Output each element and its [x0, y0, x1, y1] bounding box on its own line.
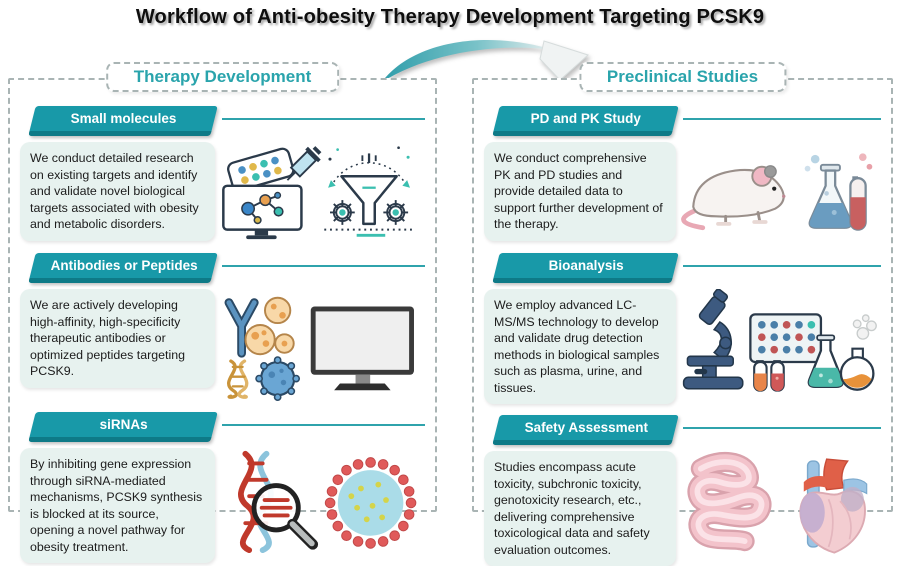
antibodies-peptides-banner: Antibodies or Peptides: [28, 252, 218, 283]
pd-pk-banner: PD and PK Study: [492, 105, 679, 136]
lipid-nanoparticle-icon: [324, 457, 417, 549]
banner-connector-line: [222, 117, 425, 120]
banner-label: Antibodies or Peptides: [50, 257, 198, 273]
banner-connector-line: [682, 426, 881, 429]
small-molecules-art: [215, 142, 425, 242]
banner-connector-line: [222, 264, 425, 267]
heart-icon: [799, 458, 868, 554]
small-molecules-text: We conduct detailed research on existing…: [20, 142, 215, 241]
section-sirnas: siRNAs By inhibiting gene expression thr…: [20, 410, 425, 563]
banner-connector-line: [682, 117, 881, 120]
microscope-icon: [682, 289, 744, 390]
intestine-icon: [687, 451, 772, 552]
pd-pk-art: [676, 142, 881, 242]
section-antibodies-peptides: Antibodies or Peptides We are actively d…: [20, 251, 425, 401]
therapy-development-panel: Therapy Development Small molecules We c…: [8, 62, 437, 563]
banner-label: PD and PK Study: [530, 110, 642, 126]
syringe-icon: [286, 146, 322, 181]
microplate-icon: [227, 147, 295, 192]
preclinical-studies-title: Preclinical Studies: [578, 62, 787, 92]
banner-connector-line: [222, 423, 425, 426]
monitor-icon: [310, 306, 414, 391]
safety-assessment-art: [676, 451, 881, 557]
screening-funnel-gears-icon: [324, 146, 414, 237]
bioanalysis-art: [676, 289, 881, 395]
antibody-icon: [224, 298, 259, 358]
section-pd-pk-study: PD and PK Study We conduct comprehensive…: [484, 104, 881, 242]
bioanalysis-banner: Bioanalysis: [492, 252, 679, 283]
virus-particle-icon: [255, 356, 301, 401]
banner-label: Bioanalysis: [548, 257, 624, 273]
banner-label: Safety Assessment: [524, 419, 648, 435]
sirnas-banner: siRNAs: [28, 411, 218, 442]
small-molecules-banner: Small molecules: [28, 105, 218, 136]
pd-pk-text: We conduct comprehensive PK and PD studi…: [484, 142, 676, 241]
safety-assessment-text: Studies encompass acute toxicity, subchr…: [484, 451, 676, 566]
preclinical-studies-panel: Preclinical Studies PD and PK Study We c…: [472, 62, 893, 566]
dna-strand-icon: [227, 359, 249, 399]
bioanalysis-text: We employ advanced LC-MS/MS technology t…: [484, 289, 676, 404]
banner-label: Small molecules: [70, 110, 177, 126]
molecule-monitor-icon: [222, 184, 303, 240]
sirnas-art: [215, 448, 425, 554]
page-title: Workflow of Anti-obesity Therapy Develop…: [135, 6, 765, 28]
well-plate-icon: [749, 313, 823, 364]
flask-and-test-tube-icon: [804, 153, 873, 231]
test-tubes-icon: [753, 360, 785, 392]
lab-mouse-icon: [681, 165, 786, 231]
banner-connector-line: [682, 264, 881, 267]
sirnas-text: By inhibiting gene expression through si…: [20, 448, 215, 563]
antibodies-peptides-art: [215, 289, 425, 401]
safety-assessment-banner: Safety Assessment: [492, 414, 679, 445]
section-safety-assessment: Safety Assessment Studies encompass acut…: [484, 413, 881, 566]
cells-icon: [244, 296, 295, 356]
antibodies-peptides-text: We are actively developing high-affinity…: [20, 289, 215, 388]
section-small-molecules: Small molecules We conduct detailed rese…: [20, 104, 425, 242]
therapy-development-title: Therapy Development: [105, 62, 340, 92]
lab-flasks-icon: [807, 314, 877, 391]
section-bioanalysis: Bioanalysis We employ advanced LC-MS/MS …: [484, 251, 881, 404]
dna-magnifier-icon: [238, 450, 319, 554]
banner-label: siRNAs: [99, 416, 148, 432]
